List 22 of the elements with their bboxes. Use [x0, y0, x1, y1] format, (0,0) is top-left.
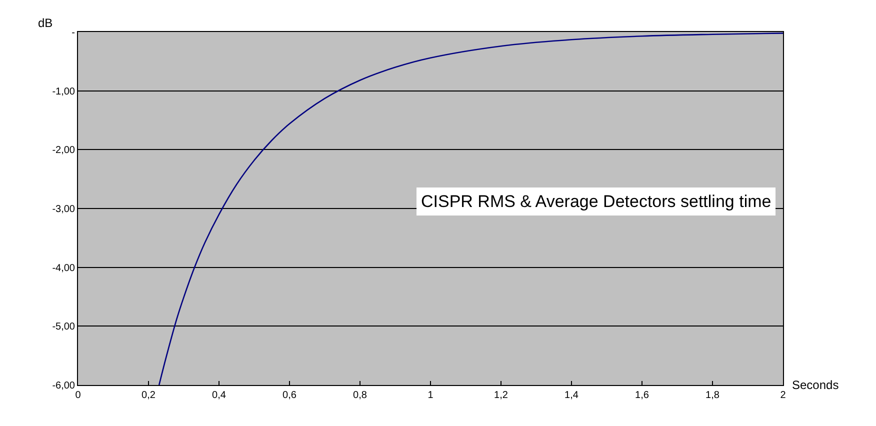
- x-tick-label: 1,2: [494, 390, 508, 401]
- y-tick-label: -4,00: [52, 262, 76, 274]
- x-tick-label: 0,6: [282, 390, 297, 401]
- y-tick-label: -2,00: [52, 145, 76, 156]
- line-series: [158, 32, 783, 385]
- x-tick-label: 1: [428, 390, 434, 401]
- y-tick-label: -3,00: [52, 204, 76, 215]
- x-tick-label: 2: [780, 390, 786, 401]
- x-tick-label: 1,4: [564, 390, 579, 401]
- x-tick-label: 0,2: [142, 390, 156, 401]
- y-tick-label: -6,00: [52, 380, 76, 392]
- y-tick-label: -1,00: [52, 86, 76, 98]
- x-tick-label: 1,6: [635, 390, 650, 401]
- x-tick-label: 0,4: [212, 390, 226, 401]
- x-tick-label: 1,8: [706, 390, 720, 401]
- y-axis-title: dB: [38, 16, 53, 30]
- x-axis-title: Seconds: [792, 378, 839, 392]
- y-tick-label: -: [72, 28, 75, 38]
- annotation: CISPR RMS & Average Detectors settling time: [421, 192, 772, 211]
- x-tick-label: 0,8: [353, 390, 368, 401]
- y-tick-label: -5,00: [52, 322, 76, 333]
- x-tick-label: 0: [75, 390, 82, 401]
